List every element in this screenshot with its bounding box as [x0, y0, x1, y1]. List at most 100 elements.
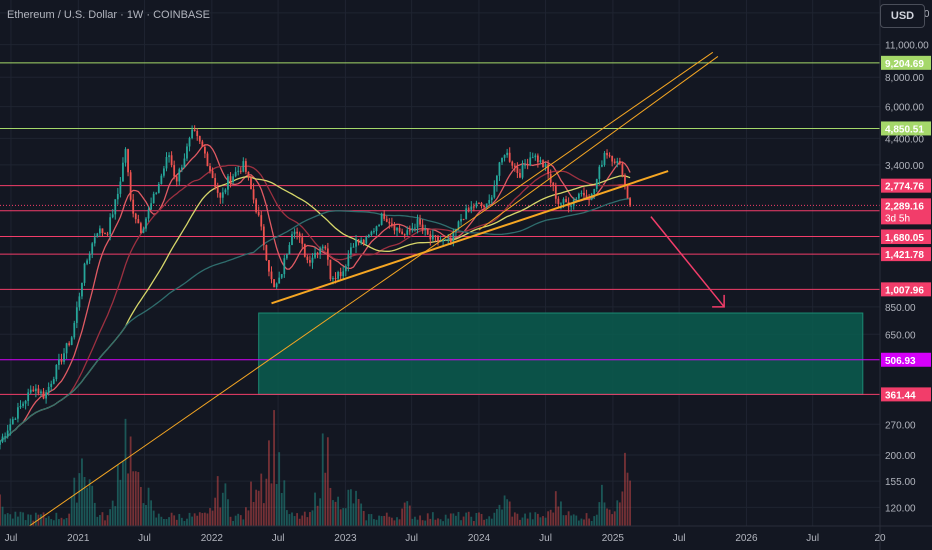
volume-bar [204, 512, 206, 526]
volume-bar [68, 513, 71, 526]
price-tick-label: 8,000.00 [885, 73, 924, 84]
candle-body [204, 146, 206, 154]
candle-body [227, 176, 229, 190]
candle-body [183, 158, 186, 168]
price-tick-label: 200.00 [885, 451, 916, 462]
candle-body [539, 160, 542, 163]
candle-body [316, 252, 319, 254]
candle-body [180, 167, 183, 170]
volume-bar [60, 517, 63, 526]
candle-body [583, 192, 585, 196]
volume-bar [216, 476, 219, 526]
time-axis-background [0, 526, 932, 550]
candle-body [513, 165, 516, 167]
candle-body [93, 237, 96, 244]
candle-body [73, 322, 76, 338]
current-price-label: 2,289.16 [885, 201, 924, 212]
volume-bar [301, 515, 304, 526]
volume-bar [58, 519, 60, 526]
volume-bar [75, 502, 78, 526]
candle-body [221, 192, 224, 198]
volume-bar [288, 514, 291, 526]
candle-body [388, 221, 391, 224]
candle-body [616, 161, 619, 164]
volume-bar [344, 508, 347, 526]
price-level-label-box [881, 282, 931, 297]
candle-body [50, 383, 53, 387]
candle-body [24, 400, 27, 404]
volume-bar [124, 418, 127, 526]
candle-body [419, 219, 421, 225]
candle-body [22, 403, 24, 406]
volume-bar [178, 513, 181, 526]
volume-bar [219, 507, 222, 526]
price-level-label: 361.44 [885, 390, 916, 401]
volume-bar [175, 519, 178, 526]
time-tick-label: 2025 [602, 533, 625, 544]
volume-bar [375, 519, 378, 526]
projection-arrow[interactable] [650, 216, 725, 308]
volume-bar [237, 513, 240, 526]
volume-bar [403, 502, 406, 526]
candle-body [229, 176, 232, 182]
volume-bar [265, 478, 268, 526]
candle-body [37, 388, 40, 394]
volume-bar [567, 511, 570, 526]
volume-bar [109, 509, 112, 526]
candle-body [357, 239, 360, 243]
volume-bar [91, 485, 94, 526]
target-zone-layer [258, 312, 864, 395]
volume-bar [508, 501, 511, 526]
candle-body [298, 233, 301, 238]
candle-body [598, 166, 601, 179]
currency-button[interactable]: USD [880, 4, 925, 28]
price-tick-label: 650.00 [885, 330, 916, 341]
candle-body [611, 155, 614, 162]
volume-bar [521, 517, 524, 526]
candle-body [165, 157, 168, 169]
volume-bar [429, 518, 432, 526]
volume-bar [501, 509, 503, 526]
candle-body [191, 129, 193, 139]
volume-bar [98, 515, 101, 526]
price-level-label: 506.93 [885, 356, 916, 367]
candle-body [173, 165, 176, 177]
candle-body [214, 178, 217, 187]
candle-body [542, 160, 544, 167]
candle-body [186, 146, 188, 159]
candle-body [206, 153, 209, 167]
candle-body [439, 241, 442, 243]
candle-body [480, 203, 483, 207]
volume-bar [393, 520, 396, 526]
trendlines[interactable] [0, 51, 719, 547]
price-level-label-box [881, 121, 931, 136]
volume-bar [598, 502, 601, 526]
volume-bar [352, 503, 355, 526]
volume-bar [449, 513, 452, 526]
volume-bar [19, 511, 22, 526]
candle-body [521, 164, 524, 178]
volume-bar [52, 520, 55, 526]
candle-body [618, 161, 621, 164]
candle-body [536, 155, 539, 163]
candle-body [398, 227, 401, 232]
candle-body [403, 234, 406, 236]
volume-bar [42, 512, 45, 526]
candle-body [83, 263, 86, 283]
candle-body [270, 271, 273, 280]
volume-bar [434, 519, 437, 526]
volume-bar [426, 513, 429, 526]
candle-body [75, 307, 78, 323]
volume-bar [414, 516, 416, 526]
volume-bar [296, 513, 299, 526]
volume-bar [355, 490, 357, 526]
candle-body [60, 359, 63, 362]
candle-body [503, 155, 506, 158]
candle-body [411, 228, 414, 231]
price-axis[interactable]: 15,000.0011,000.008,000.006,000.004,400.… [880, 0, 932, 550]
volume-bar [337, 496, 339, 526]
volume-bar [452, 513, 455, 526]
candle-body [265, 245, 268, 261]
